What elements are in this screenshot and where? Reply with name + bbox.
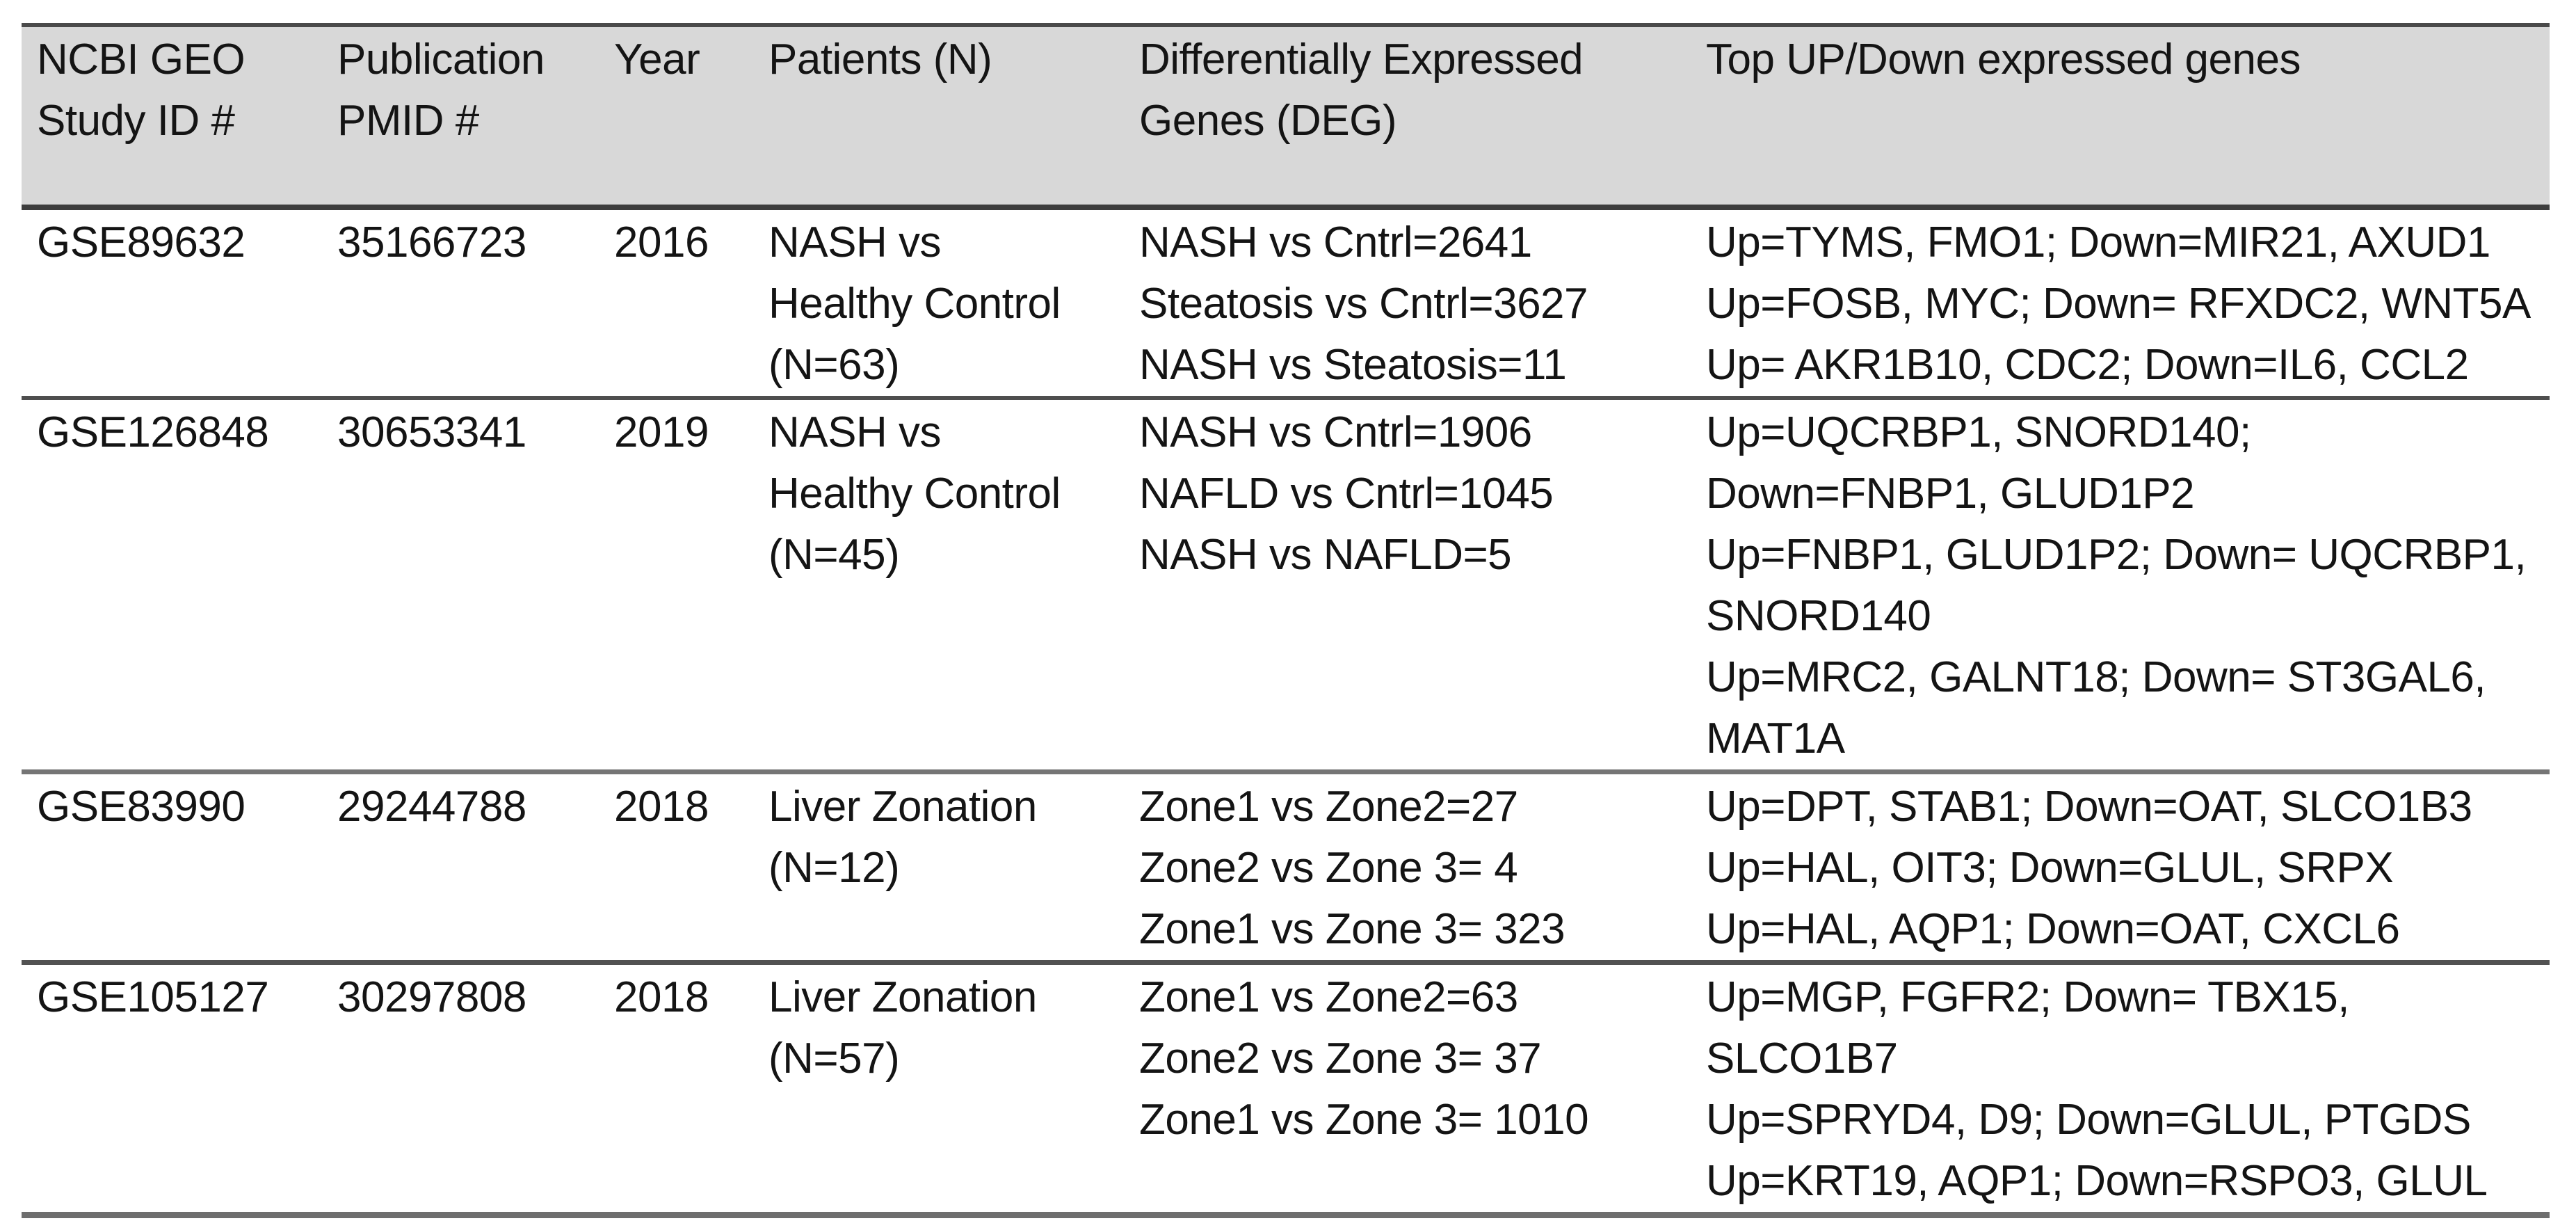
table-row: GSE83990 29244788 2018 Liver Zonation (N=… <box>22 772 2550 963</box>
cell-line: Zone1 vs Zone 3= 1010 <box>1139 1096 1589 1144</box>
cell-line: Zone2 vs Zone 3= 4 <box>1139 844 1518 892</box>
cell-patients: Liver Zonation (N=57) <box>753 963 1124 1215</box>
table-row: GSE105127 30297808 2018 Liver Zonation (N… <box>22 963 2550 1215</box>
cell-line: Zone1 vs Zone2=27 <box>1139 783 1518 831</box>
cell-line: Genes (DEG) <box>1139 97 1397 145</box>
cell-line: (N=45) <box>768 531 900 579</box>
table-figure: NCBI GEO Study ID # Publication PMID # Yea… <box>22 23 2550 1218</box>
cell-line: Zone2 vs Zone 3= 37 <box>1139 1035 1542 1083</box>
cell-line: (N=63) <box>768 341 900 389</box>
cell-line: NASH vs NAFLD=5 <box>1139 531 1512 579</box>
cell-line: GSE89632 <box>37 218 245 266</box>
cell-deg: NASH vs Cntrl=1906 NAFLD vs Cntrl=1045 NAS… <box>1124 398 1691 772</box>
cell-line: Up= AKR1B10, CDC2; Down=IL6, CCL2 <box>1706 341 2469 389</box>
cell-line: Zone1 vs Zone 3= 323 <box>1139 905 1565 953</box>
column-header-study-id: NCBI GEO Study ID # <box>22 25 322 207</box>
cell-line: SNORD140 <box>1706 592 1931 640</box>
cell-line: GSE126848 <box>37 408 269 456</box>
cell-line: GSE105127 <box>37 973 269 1021</box>
cell-top-genes: Up=MGP, FGFR2; Down= TBX15, SLCO1B7 Up=SPR… <box>1691 963 2550 1215</box>
cell-line: Up=HAL, AQP1; Down=OAT, CXCL6 <box>1706 905 2400 953</box>
cell-study-id: GSE126848 <box>22 398 322 772</box>
cell-deg: Zone1 vs Zone2=27 Zone2 vs Zone 3= 4 Zone1… <box>1124 772 1691 963</box>
cell-line: Zone1 vs Zone2=63 <box>1139 973 1518 1021</box>
cell-line: (N=12) <box>768 844 900 892</box>
cell-line: Up=HAL, OIT3; Down=GLUL, SRPX <box>1706 844 2394 892</box>
cell-line: Liver Zonation <box>768 783 1037 831</box>
cell-year: 2018 <box>599 963 753 1215</box>
cell-line: 2016 <box>614 218 709 266</box>
cell-line: PMID # <box>337 97 479 145</box>
cell-line: Up=FNBP1, GLUD1P2; Down= UQCRBP1, <box>1706 531 2527 579</box>
cell-top-genes: Up=UQCRBP1, SNORD140; Down=FNBP1, GLUD1P2… <box>1691 398 2550 772</box>
cell-year: 2016 <box>599 207 753 398</box>
cell-pmid: 30653341 <box>322 398 599 772</box>
cell-year: 2018 <box>599 772 753 963</box>
geo-studies-table: NCBI GEO Study ID # Publication PMID # Yea… <box>22 23 2550 1218</box>
cell-pmid: 30297808 <box>322 963 599 1215</box>
table-body: GSE89632 35166723 2016 NASH vs Healthy Co… <box>22 207 2550 1215</box>
cell-patients: NASH vs Healthy Control (N=63) <box>753 207 1124 398</box>
cell-line: Up=UQCRBP1, SNORD140; <box>1706 408 2251 456</box>
cell-line: Differentially Expressed <box>1139 35 1584 83</box>
cell-line: NASH vs Steatosis=11 <box>1139 341 1567 389</box>
cell-line: Healthy Control <box>768 280 1061 328</box>
cell-line: Liver Zonation <box>768 973 1037 1021</box>
cell-line: SLCO1B7 <box>1706 1035 1898 1083</box>
cell-line: Year <box>614 35 700 83</box>
cell-line: 2018 <box>614 783 709 831</box>
cell-line: 30653341 <box>337 408 526 456</box>
cell-line: 2019 <box>614 408 709 456</box>
cell-line: Publication <box>337 35 545 83</box>
cell-top-genes: Up=DPT, STAB1; Down=OAT, SLCO1B3 Up=HAL, … <box>1691 772 2550 963</box>
cell-line: Up=KRT19, AQP1; Down=RSPO3, GLUL <box>1706 1157 2488 1205</box>
cell-line: 2018 <box>614 973 709 1021</box>
cell-patients: Liver Zonation (N=12) <box>753 772 1124 963</box>
cell-study-id: GSE105127 <box>22 963 322 1215</box>
cell-patients: NASH vs Healthy Control (N=45) <box>753 398 1124 772</box>
header-row: NCBI GEO Study ID # Publication PMID # Yea… <box>22 25 2550 207</box>
cell-deg: NASH vs Cntrl=2641 Steatosis vs Cntrl=362… <box>1124 207 1691 398</box>
column-header-year: Year <box>599 25 753 207</box>
cell-line: Up=SPRYD4, D9; Down=GLUL, PTGDS <box>1706 1096 2471 1144</box>
cell-pmid: 35166723 <box>322 207 599 398</box>
cell-line: Up=MGP, FGFR2; Down= TBX15, <box>1706 973 2349 1021</box>
table-row: GSE126848 30653341 2019 NASH vs Healthy C… <box>22 398 2550 772</box>
cell-line: NASH vs Cntrl=1906 <box>1139 408 1532 456</box>
table-row: GSE89632 35166723 2016 NASH vs Healthy Co… <box>22 207 2550 398</box>
cell-line: 30297808 <box>337 973 526 1021</box>
cell-study-id: GSE89632 <box>22 207 322 398</box>
cell-line: Steatosis vs Cntrl=3627 <box>1139 280 1588 328</box>
cell-line: Study ID # <box>37 97 235 145</box>
cell-line: 35166723 <box>337 218 526 266</box>
cell-deg: Zone1 vs Zone2=63 Zone2 vs Zone 3= 37 Zone… <box>1124 963 1691 1215</box>
cell-line: Healthy Control <box>768 470 1061 518</box>
column-header-deg: Differentially Expressed Genes (DEG) <box>1124 25 1691 207</box>
cell-top-genes: Up=TYMS, FMO1; Down=MIR21, AXUD1 Up=FOSB,… <box>1691 207 2550 398</box>
cell-year: 2019 <box>599 398 753 772</box>
cell-line: NASH vs <box>768 218 941 266</box>
cell-study-id: GSE83990 <box>22 772 322 963</box>
cell-line: Top UP/Down expressed genes <box>1706 35 2301 83</box>
cell-line: Up=DPT, STAB1; Down=OAT, SLCO1B3 <box>1706 783 2472 831</box>
cell-line: MAT1A <box>1706 714 1845 762</box>
cell-line: NASH vs <box>768 408 941 456</box>
cell-line: (N=57) <box>768 1035 900 1083</box>
cell-line: Up=TYMS, FMO1; Down=MIR21, AXUD1 <box>1706 218 2490 266</box>
cell-line: GSE83990 <box>37 783 245 831</box>
cell-line: Up=FOSB, MYC; Down= RFXDC2, WNT5A <box>1706 280 2531 328</box>
cell-line: Up=MRC2, GALNT18; Down= ST3GAL6, <box>1706 653 2486 701</box>
cell-pmid: 29244788 <box>322 772 599 963</box>
cell-line: Patients (N) <box>768 35 992 83</box>
cell-line: NAFLD vs Cntrl=1045 <box>1139 470 1554 518</box>
cell-line: Down=FNBP1, GLUD1P2 <box>1706 470 2195 518</box>
cell-line: 29244788 <box>337 783 526 831</box>
cell-line: NASH vs Cntrl=2641 <box>1139 218 1532 266</box>
column-header-top-genes: Top UP/Down expressed genes <box>1691 25 2550 207</box>
column-header-pmid: Publication PMID # <box>322 25 599 207</box>
column-header-patients: Patients (N) <box>753 25 1124 207</box>
cell-line: NCBI GEO <box>37 35 245 83</box>
